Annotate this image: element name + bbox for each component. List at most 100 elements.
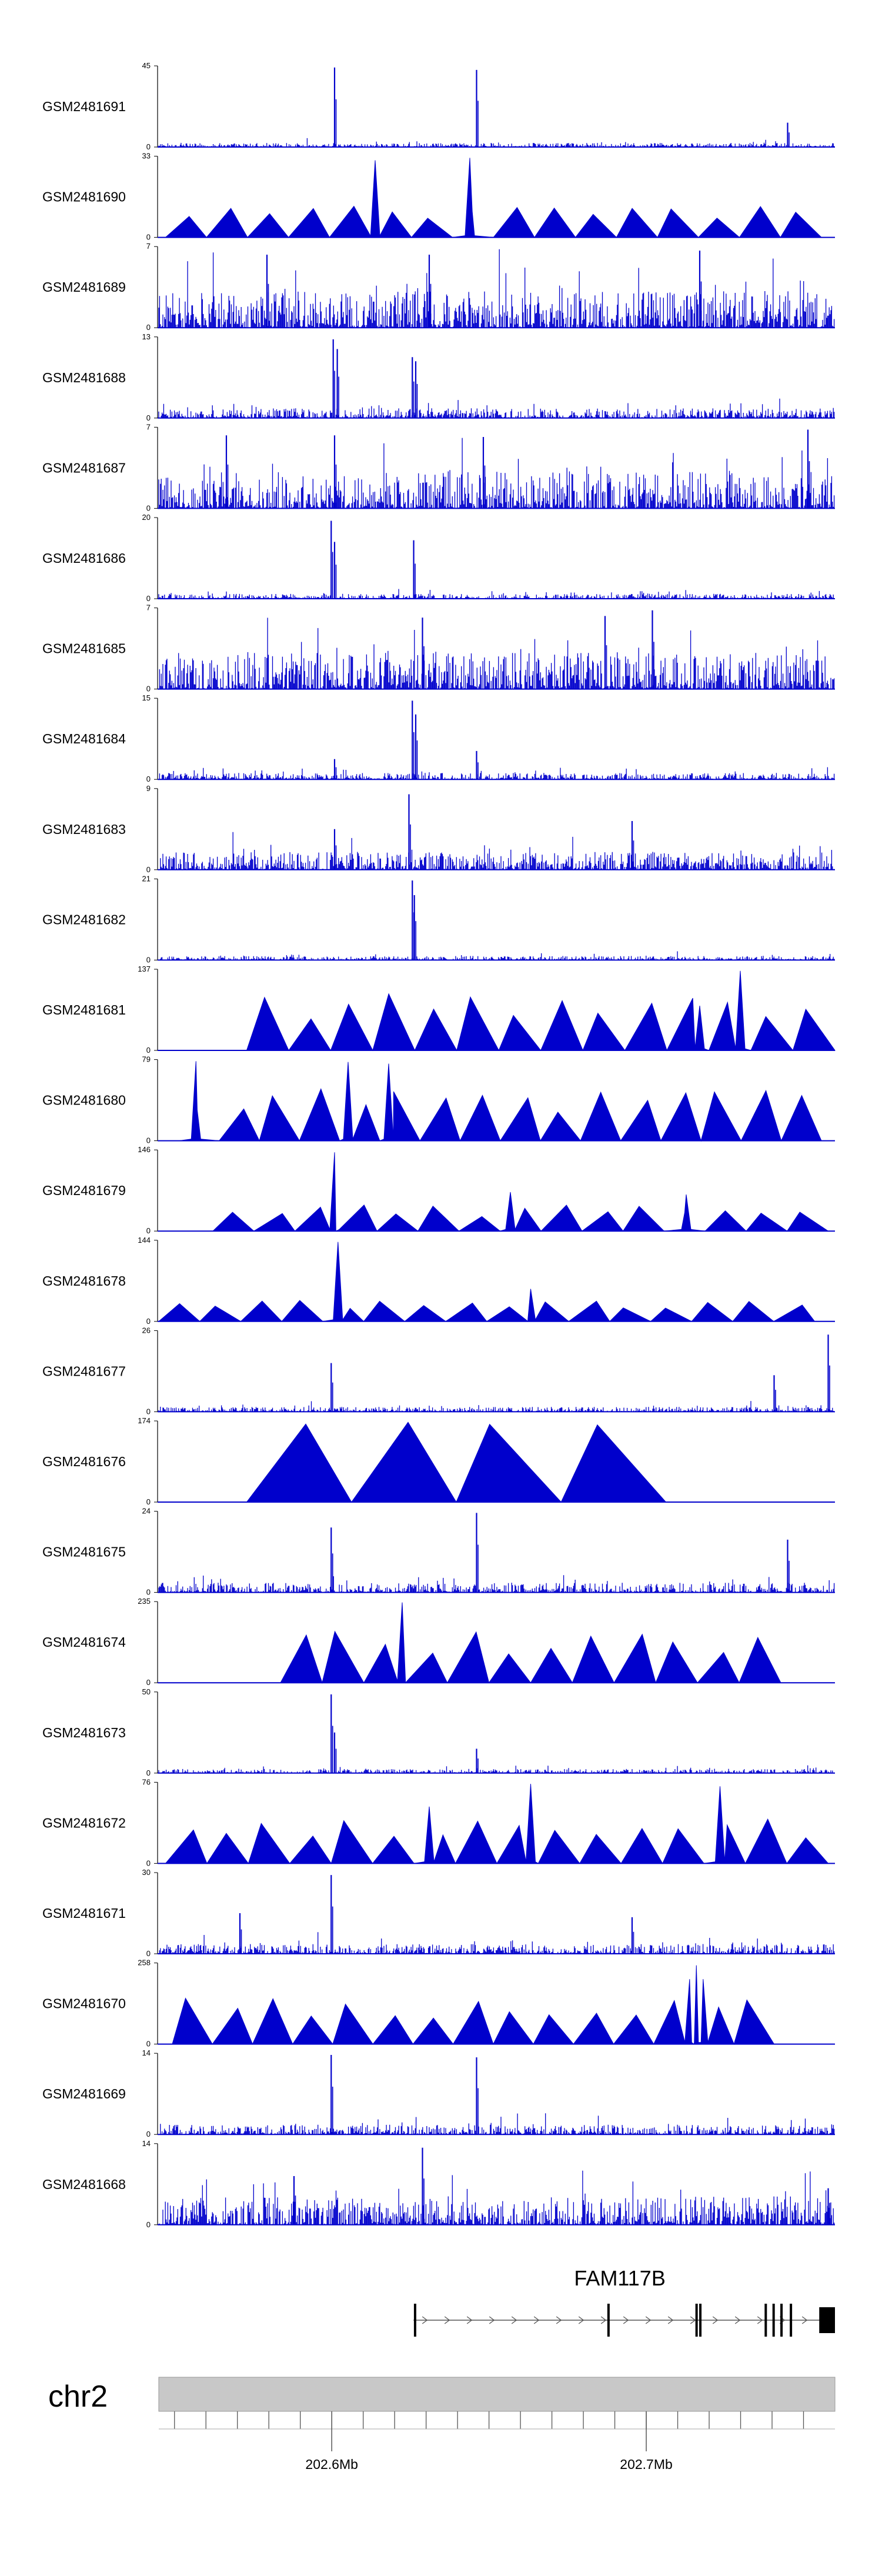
y-axis-zero-label: 0 <box>146 1769 151 1777</box>
track-label: GSM2481689 <box>42 279 126 295</box>
y-axis-zero-label: 0 <box>146 1678 151 1687</box>
strand-arrow-icon <box>623 2316 629 2324</box>
track-label: GSM2481683 <box>42 822 126 837</box>
strand-arrow-icon <box>466 2316 473 2324</box>
exon-mark <box>780 2304 783 2337</box>
y-axis-max-label: 14 <box>142 2139 151 2148</box>
signal-area <box>172 1965 775 2046</box>
track-GSM2481683: GSM2481683 9 0 <box>42 784 835 874</box>
track-GSM2481687: GSM2481687 7 0 <box>42 422 835 512</box>
signal-area <box>246 1422 667 1503</box>
track-label: GSM2481672 <box>42 1815 126 1830</box>
genome-axis-track: chr2 202.6Mb 202.7Mb <box>48 2377 836 2472</box>
y-axis-zero-label: 0 <box>146 1407 151 1416</box>
track-GSM2481685: GSM2481685 7 0 <box>42 603 835 693</box>
track-label: GSM2481690 <box>42 189 126 205</box>
y-axis-zero-label: 0 <box>146 775 151 783</box>
y-axis-max-label: 7 <box>146 242 151 251</box>
track-GSM2481688: GSM2481688 13 0 <box>42 332 835 422</box>
y-axis-max-label: 33 <box>142 152 151 161</box>
track-GSM2481668: GSM2481668 14 0 <box>42 2139 835 2229</box>
track-label: GSM2481686 <box>42 550 126 566</box>
signal-area <box>246 970 836 1052</box>
exon-mark <box>772 2304 775 2337</box>
track-label: GSM2481679 <box>42 1183 126 1198</box>
track-GSM2481669: GSM2481669 14 0 <box>42 2048 835 2138</box>
track-label: GSM2481678 <box>42 1273 126 1289</box>
track-GSM2481678: GSM2481678 144 0 <box>42 1236 835 1326</box>
y-axis-zero-label: 0 <box>146 2130 151 2138</box>
strand-arrow-icon <box>444 2316 450 2324</box>
y-axis-zero-label: 0 <box>146 685 151 693</box>
y-axis-max-label: 20 <box>142 513 151 522</box>
signal-area <box>165 158 823 238</box>
signal-bars <box>159 1932 835 1954</box>
y-axis-zero-label: 0 <box>146 955 151 964</box>
y-axis-zero-label: 0 <box>146 503 151 512</box>
strand-arrow-icon <box>757 2316 763 2324</box>
track-GSM2481671: GSM2481671 30 0 <box>42 1868 835 1958</box>
signal-bars <box>158 438 835 509</box>
axis-tick-label: 202.6Mb <box>305 2457 358 2472</box>
track-label: GSM2481675 <box>42 1544 126 1560</box>
strand-arrow-icon <box>556 2316 562 2324</box>
track-GSM2481686: GSM2481686 20 0 <box>42 513 835 603</box>
y-axis-zero-label: 0 <box>146 2220 151 2229</box>
signal-bars <box>158 589 835 599</box>
signal-bars <box>158 2113 835 2135</box>
signal-area <box>212 1152 830 1232</box>
exon-mark <box>790 2304 793 2337</box>
strand-arrow-icon <box>734 2316 741 2324</box>
y-axis-zero-label: 0 <box>146 413 151 422</box>
track-GSM2481681: GSM2481681 137 0 <box>42 965 836 1055</box>
track-label: GSM2481677 <box>42 1363 126 1379</box>
track-label: GSM2481691 <box>42 99 126 114</box>
track-label: GSM2481674 <box>42 1634 126 1650</box>
y-axis-max-label: 26 <box>142 1326 151 1334</box>
track-GSM2481689: GSM2481689 7 0 <box>42 242 835 332</box>
signal-area <box>280 1602 781 1684</box>
y-axis-max-label: 45 <box>142 61 151 70</box>
exon-mark <box>413 2304 416 2337</box>
track-GSM2481691: GSM2481691 45 0 <box>42 61 835 151</box>
signal-bars <box>158 1765 835 1773</box>
y-axis-max-label: 79 <box>142 1055 151 1064</box>
signal-area <box>158 1242 816 1322</box>
strand-arrow-icon <box>690 2316 696 2324</box>
track-label: GSM2481668 <box>42 2177 126 2192</box>
y-axis-zero-label: 0 <box>146 1046 151 1055</box>
track-label: GSM2481676 <box>42 1454 126 1469</box>
y-axis-zero-label: 0 <box>146 142 151 151</box>
track-GSM2481679: GSM2481679 146 0 <box>42 1145 835 1235</box>
gene-annotation-track: FAM117B <box>413 2266 835 2337</box>
signal-bars <box>158 138 835 147</box>
y-axis-zero-label: 0 <box>146 1949 151 1958</box>
signal-bars <box>158 2170 835 2225</box>
y-axis-zero-label: 0 <box>146 323 151 332</box>
track-GSM2481670: GSM2481670 258 0 <box>42 1958 835 2048</box>
track-label: GSM2481685 <box>42 641 126 656</box>
y-axis-max-label: 137 <box>138 965 151 973</box>
gene-label: FAM117B <box>574 2266 665 2290</box>
signal-bars <box>158 951 835 960</box>
exon-mark <box>607 2304 610 2337</box>
track-label: GSM2481671 <box>42 1906 126 1921</box>
track-label: GSM2481682 <box>42 912 126 927</box>
signal-bars <box>158 1401 835 1412</box>
exon-mark <box>695 2304 698 2337</box>
track-label: GSM2481687 <box>42 460 126 475</box>
y-axis-zero-label: 0 <box>146 1497 151 1506</box>
y-axis-max-label: 146 <box>138 1145 151 1154</box>
strand-arrow-icon <box>578 2316 584 2324</box>
track-label: GSM2481684 <box>42 731 126 746</box>
y-axis-max-label: 7 <box>146 422 151 431</box>
exon-mark <box>699 2304 702 2337</box>
signal-bars <box>158 1575 835 1593</box>
y-axis-zero-label: 0 <box>146 1858 151 1867</box>
signal-bars <box>158 398 835 418</box>
track-label: GSM2481669 <box>42 2086 126 2101</box>
y-axis-zero-label: 0 <box>146 233 151 242</box>
strand-arrow-icon <box>600 2316 607 2324</box>
y-axis-max-label: 7 <box>146 603 151 612</box>
